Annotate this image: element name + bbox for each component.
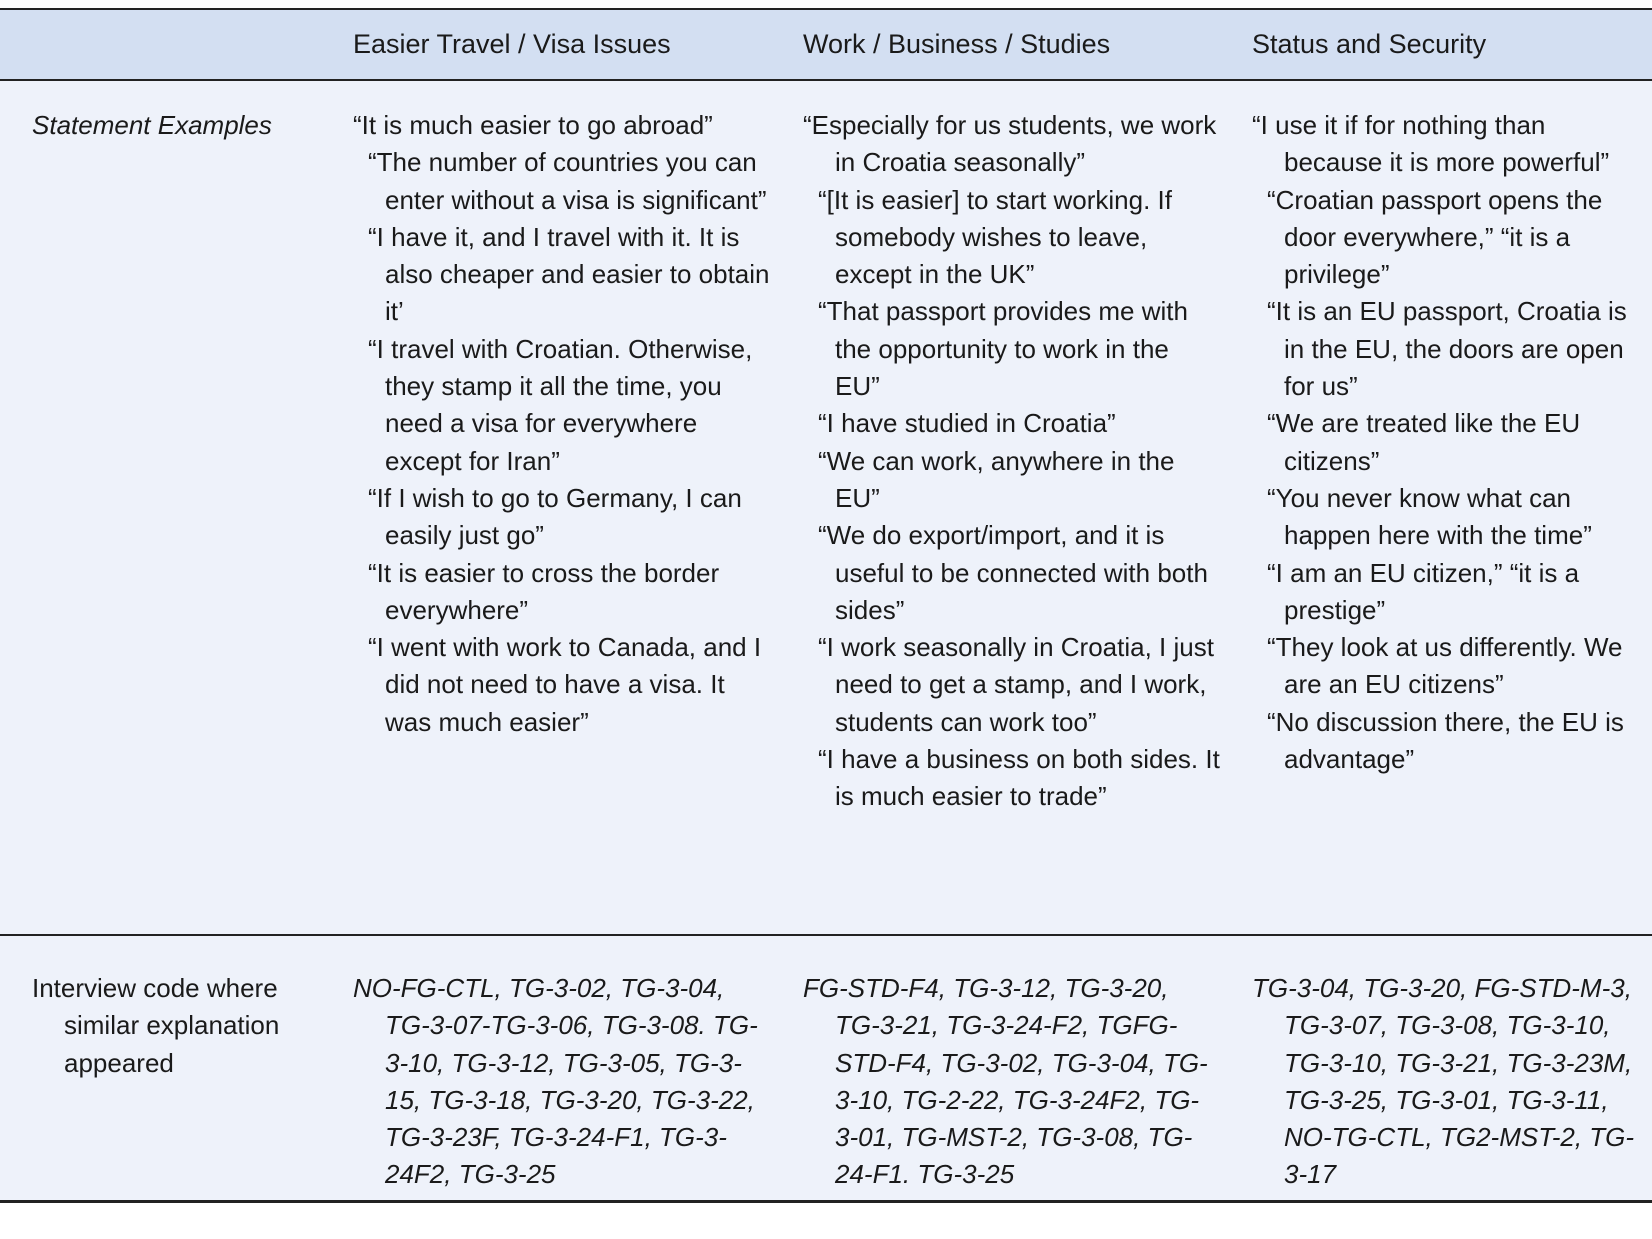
work-codes: FG-STD-F4, TG-3-12, TG-3-20, TG-3-21, TG… bbox=[803, 973, 1208, 1190]
quote: “I have it, and I travel with it. It is … bbox=[368, 221, 770, 327]
quote: “I have a business on both sides. It is … bbox=[818, 744, 1220, 812]
travel-codes: NO-FG-CTL, TG-3-02, TG-3-04, TG-3-07-TG-… bbox=[353, 973, 758, 1190]
quote: “They look at us differently. We are an … bbox=[1267, 632, 1623, 700]
row-label-statements: Statement Examples bbox=[32, 110, 272, 140]
quote: “It is easier to cross the border everyw… bbox=[368, 557, 720, 625]
themes-table: Easier Travel / Visa Issues Work / Busin… bbox=[0, 8, 1652, 1203]
header-work: Work / Business / Studies bbox=[803, 29, 1111, 59]
quote: “The number of countries you can enter w… bbox=[368, 147, 767, 215]
quote: “We do export/import, and it is useful t… bbox=[818, 520, 1208, 625]
status-codes: TG-3-04, TG-3-20, FG-STD-M-3, TG-3-07, T… bbox=[1252, 973, 1635, 1190]
work-quotes: “Especially for us students, we work in … bbox=[771, 107, 1220, 934]
quote: “I am an EU citizen,” “it is a prestige” bbox=[1267, 557, 1580, 625]
quote: “I have studied in Croatia” bbox=[818, 408, 1116, 439]
travel-quotes: “It is much easier to go abroad” “The num… bbox=[321, 107, 771, 934]
table-header: Easier Travel / Visa Issues Work / Busin… bbox=[0, 10, 1652, 81]
quote: “We can work, anywhere in the EU” bbox=[818, 445, 1175, 513]
table-row-statements: Statement Examples “It is much easier to… bbox=[0, 81, 1652, 936]
quote: “You never know what can happen here wit… bbox=[1267, 482, 1592, 551]
quote: “That passport provides me with the oppo… bbox=[818, 296, 1188, 402]
quote: “It is much easier to go abroad” bbox=[353, 110, 713, 140]
row-label-codes: Interview code where similar explanation… bbox=[32, 973, 280, 1078]
quote: “Croatian passport opens the door everyw… bbox=[1267, 184, 1603, 290]
header-status: Status and Security bbox=[1252, 29, 1487, 59]
quote: “[It is easier] to start working. If som… bbox=[818, 184, 1172, 290]
quote: “Especially for us students, we work in … bbox=[803, 110, 1217, 178]
quote: “It is an EU passport, Croatia is in the… bbox=[1267, 296, 1627, 402]
quote: “I work seasonally in Croatia, I just ne… bbox=[818, 632, 1214, 737]
status-quotes: “I use it if for nothing than because it… bbox=[1220, 107, 1652, 934]
quote: “We are treated like the EU citizens” bbox=[1267, 408, 1581, 476]
quote: “I travel with Croatian. Otherwise, they… bbox=[368, 333, 753, 476]
quote: “No discussion there, the EU is advantag… bbox=[1267, 706, 1624, 775]
table-row-codes: Interview code where similar explanation… bbox=[0, 936, 1652, 1200]
header-travel: Easier Travel / Visa Issues bbox=[353, 29, 671, 59]
quote: “I use it if for nothing than because it… bbox=[1252, 110, 1610, 178]
quote: “If I wish to go to Germany, I can easil… bbox=[368, 482, 742, 551]
quote: “I went with work to Canada, and I did n… bbox=[368, 632, 762, 737]
